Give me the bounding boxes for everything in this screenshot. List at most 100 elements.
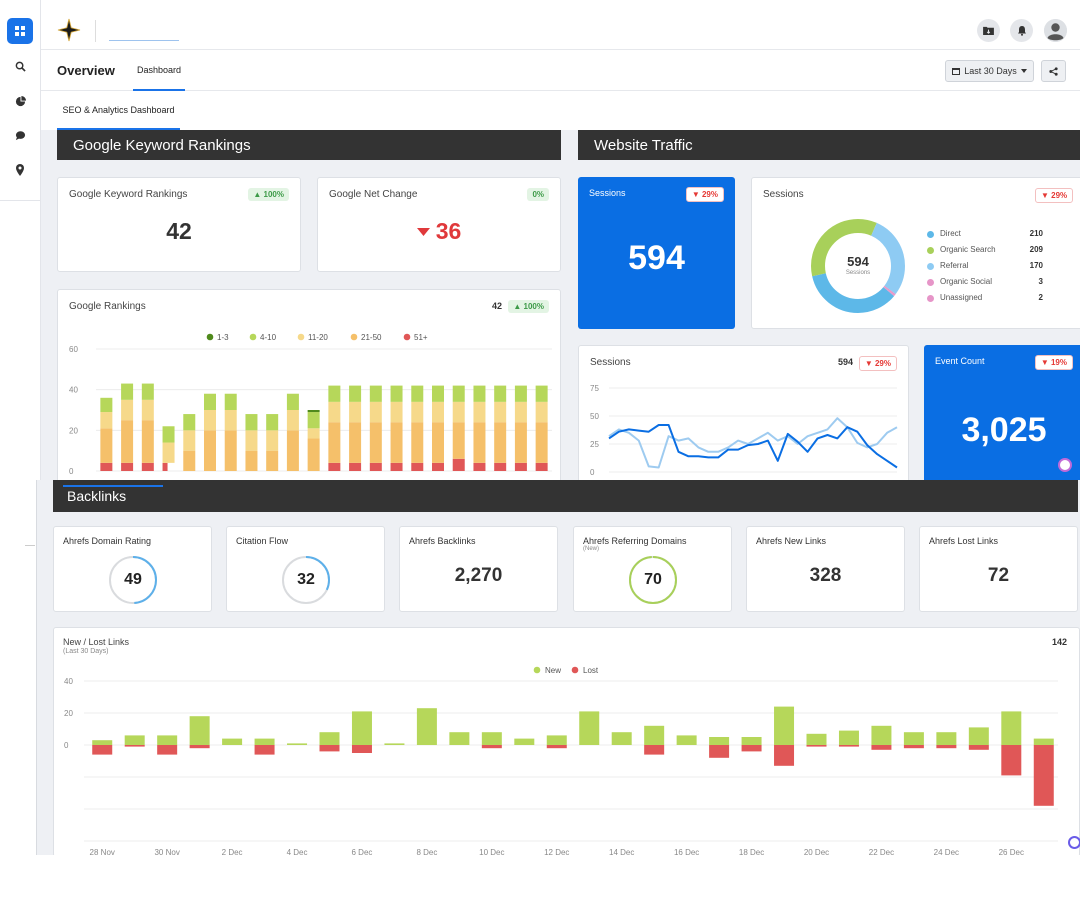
- bar-segment: [141, 383, 154, 400]
- bar-new: [774, 706, 795, 745]
- legend-label: New: [545, 666, 561, 675]
- legend-swatch: [206, 333, 214, 341]
- bar-segment: [307, 438, 320, 471]
- legend-label: Organic Social: [940, 277, 993, 286]
- date-range-dropdown[interactable]: Last 30 Days: [945, 60, 1034, 82]
- bell-icon[interactable]: [1010, 19, 1033, 42]
- x-tick-label: 24 Dec: [934, 848, 959, 855]
- chat-widget-icon[interactable]: [1058, 458, 1072, 472]
- x-tick-label: 4 Dec: [287, 848, 308, 855]
- legend-row: Referral 170: [927, 261, 1043, 273]
- sidebar-divider: [25, 545, 35, 546]
- x-tick-label: 28 Nov: [90, 848, 115, 855]
- bar-segment: [328, 422, 341, 463]
- y-tick-label: 0: [69, 467, 74, 476]
- tab-seo-analytics[interactable]: SEO & Analytics Dashboard: [57, 91, 180, 130]
- y-tick-label: 60: [69, 345, 78, 354]
- bar-segment: [162, 426, 175, 443]
- bar-segment: [328, 401, 341, 423]
- chat-widget-icon[interactable]: [1068, 836, 1080, 849]
- dashboard-backlinks-area: Backlinks Ahrefs Domain Rating 49 Citation…: [36, 480, 1080, 855]
- down-arrow-icon: [416, 227, 430, 236]
- client-name-underline: [109, 40, 179, 41]
- bar-new: [546, 735, 567, 745]
- bar-new: [838, 730, 859, 745]
- bar-segment: [286, 393, 299, 410]
- chat-icon[interactable]: [7, 122, 33, 148]
- bar-lost: [871, 745, 892, 750]
- gauge-ring: [109, 556, 157, 604]
- backlink-kpi-card: Ahrefs Referring Domains (New) 70: [573, 526, 732, 612]
- bar-segment: [204, 430, 216, 471]
- bar-segment: [411, 422, 424, 463]
- bar-lost: [189, 745, 210, 749]
- change-badge: ▼ 19%: [1034, 355, 1073, 370]
- legend-value: 2: [1038, 293, 1043, 302]
- bar-segment: [183, 430, 196, 451]
- bar-segment: [349, 422, 362, 463]
- card-title: Ahrefs Referring Domains: [583, 536, 687, 546]
- y-tick-label: 0: [64, 741, 69, 750]
- bar-new: [449, 732, 470, 745]
- bar-segment: [535, 401, 548, 423]
- bar-segment: [141, 420, 154, 463]
- bar-new: [351, 711, 372, 745]
- dashboard-nav-icon[interactable]: [7, 18, 33, 44]
- bar-segment: [432, 462, 444, 471]
- bar-lost: [157, 745, 178, 755]
- folder-download-icon[interactable]: [977, 19, 1000, 42]
- bar-segment: [473, 422, 486, 463]
- bar-segment: [162, 462, 168, 471]
- share-button[interactable]: [1041, 60, 1066, 82]
- x-tick-label: 2 Dec: [222, 848, 243, 855]
- bar-new: [903, 732, 924, 745]
- keyword-rankings-value: 42: [166, 218, 192, 244]
- bar-new: [1033, 738, 1054, 745]
- bar-segment: [514, 422, 527, 463]
- gauge-fill: [629, 556, 677, 604]
- sessions-line-card: Sessions 594 ▼ 29% 0 25 50 75: [578, 345, 909, 480]
- links-total: 142: [1051, 637, 1067, 647]
- bar-new: [1001, 711, 1022, 745]
- y-tick-label: 40: [69, 386, 78, 395]
- x-tick-label: 14 Dec: [609, 848, 634, 855]
- legend-label: 11-20: [308, 333, 328, 342]
- legend-swatch: [927, 263, 934, 270]
- tab-dashboard[interactable]: Dashboard: [133, 51, 185, 91]
- backlink-kpi-card: Ahrefs Domain Rating 49: [53, 526, 212, 612]
- bar-new: [124, 735, 145, 745]
- x-tick-label: 30 Nov: [154, 848, 179, 855]
- legend-swatch: [927, 231, 934, 238]
- gauge-ring: [629, 556, 677, 604]
- series-line: [608, 417, 898, 469]
- bar-new: [157, 735, 178, 745]
- bar-segment: [494, 462, 507, 471]
- new-lost-links-card: New / Lost Links (Last 30 Days) 142 40 20…: [53, 627, 1080, 855]
- bar-new: [319, 732, 340, 745]
- bar-segment: [100, 462, 113, 471]
- brand-logo[interactable]: [57, 18, 81, 47]
- legend-value: 3: [1038, 277, 1043, 286]
- y-tick-label: 20: [64, 709, 73, 718]
- y-tick-label: 40: [64, 677, 73, 686]
- bar-segment: [328, 385, 341, 402]
- search-icon[interactable]: [7, 53, 33, 79]
- bar-lost: [644, 745, 665, 755]
- keyword-rankings-card: Google Keyword Rankings ▲ 100% 42: [57, 177, 301, 272]
- sessions-kpi-card: Sessions ▼ 29% 594: [578, 177, 735, 329]
- bar-segment: [369, 422, 382, 463]
- bar-segment: [535, 385, 548, 402]
- new-lost-links-bar-chart: 40 20 0 New Lost 28 Nov 30 Nov 2 Dec 4 Dec 6 Dec 8…: [64, 666, 1058, 855]
- x-tick-label: 8 Dec: [416, 848, 437, 855]
- bar-segment: [183, 414, 196, 431]
- date-range-label: Last 30 Days: [964, 66, 1017, 76]
- bar-segment: [494, 422, 507, 463]
- bar-new: [384, 743, 405, 745]
- user-avatar-icon[interactable]: [1044, 19, 1067, 42]
- location-pin-icon[interactable]: [7, 157, 33, 183]
- page-header: Overview Dashboard Last 30 Days: [41, 51, 1080, 91]
- bar-lost: [92, 745, 113, 755]
- bar-segment: [452, 385, 465, 402]
- bar-segment: [535, 462, 548, 471]
- pie-chart-icon[interactable]: [7, 88, 33, 114]
